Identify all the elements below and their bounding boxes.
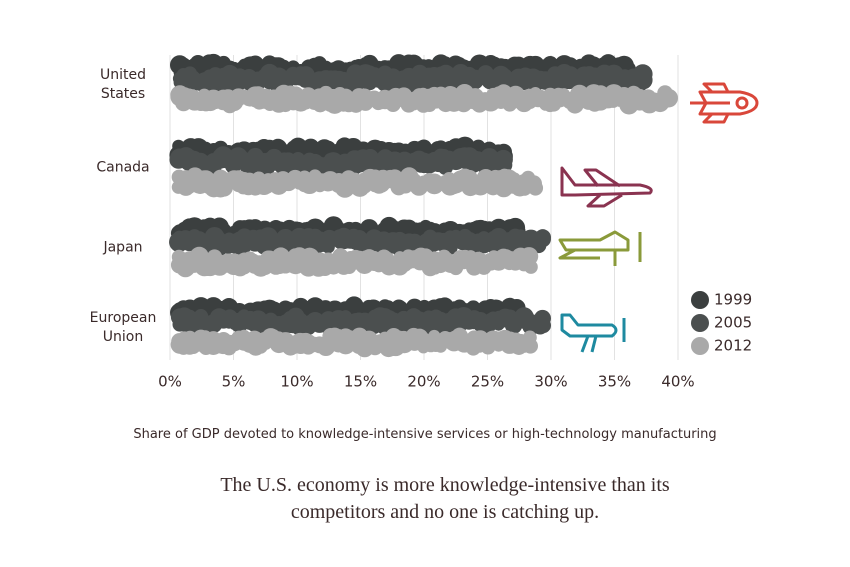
x-tick-label: 40%: [661, 373, 694, 391]
x-tick-label: 20%: [407, 373, 440, 391]
legend-swatch: [691, 291, 709, 309]
category-label: Japan: [103, 239, 143, 256]
x-tick-label: 35%: [598, 373, 631, 391]
bar: [171, 167, 544, 198]
plane-icon: [558, 230, 642, 266]
category-label: Canada: [96, 159, 150, 176]
rocket-icon: [690, 82, 759, 124]
legend-swatch: [691, 337, 709, 355]
bar: [170, 246, 539, 278]
legend-swatch: [691, 314, 709, 332]
icons: [558, 82, 759, 353]
caption: The U.S. economy is more knowledge-inten…: [220, 474, 670, 523]
x-tick-label: 30%: [534, 373, 567, 391]
x-tick-label: 15%: [344, 373, 377, 391]
legend-label: 2012: [714, 337, 752, 355]
legend-label: 1999: [714, 291, 752, 309]
x-tick-label: 5%: [222, 373, 246, 391]
legend-label: 2005: [714, 314, 752, 332]
category-label: United States: [100, 67, 146, 102]
bar: [170, 84, 679, 115]
x-axis: 0% 5% 10% 15% 20% 25% 30% 35% 40%: [158, 373, 695, 391]
bar: [169, 146, 513, 178]
x-axis-label: Share of GDP devoted to knowledge-intens…: [133, 427, 717, 442]
bars: [169, 53, 679, 358]
bar: [170, 327, 539, 358]
category-label: European Union: [89, 310, 157, 345]
bar: [172, 63, 653, 95]
bar: [169, 227, 552, 258]
x-tick-label: 10%: [280, 373, 313, 391]
legend: 1999 2005 2012: [691, 291, 752, 355]
prop-icon: [560, 313, 626, 353]
jet-icon: [560, 166, 653, 208]
x-tick-label: 0%: [158, 373, 182, 391]
x-tick-label: 25%: [471, 373, 504, 391]
